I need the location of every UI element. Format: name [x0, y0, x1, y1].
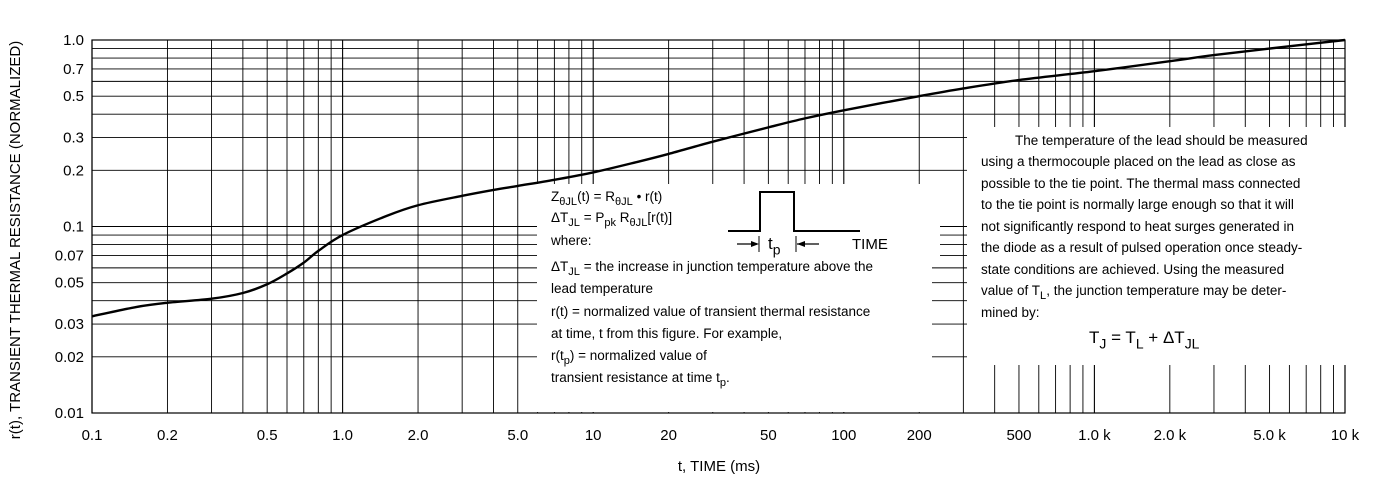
- x-tick-label: 5.0 k: [1253, 427, 1286, 444]
- y-tick-label: 0.02: [55, 349, 84, 366]
- x-tick-label: 0.5: [257, 427, 278, 444]
- formula-zthjl: ZθJL(t) = RθJL • r(t): [551, 189, 663, 209]
- y-tick-label: 0.2: [63, 162, 84, 179]
- formula-example: r(tp) = normalized value of: [551, 348, 707, 368]
- note-line-7: state conditions are achieved. Using the…: [981, 262, 1285, 277]
- x-tick-label: 10: [585, 427, 602, 444]
- y-tick-label: 0.1: [63, 219, 84, 236]
- note-line-9: mined by:: [981, 305, 1040, 320]
- x-tick-label: 0.1: [82, 427, 103, 444]
- note-line-3: possible to the tie point. The thermal m…: [981, 176, 1301, 191]
- note-line-1: The temperature of the lead should be me…: [1015, 133, 1308, 148]
- x-tick-label: 1.0 k: [1078, 427, 1111, 444]
- x-tick-label: 500: [1006, 427, 1031, 444]
- pulse-diagram: tp TIME: [720, 188, 940, 258]
- y-tick-label: 0.3: [63, 130, 84, 147]
- x-tick-label: 20: [660, 427, 677, 444]
- formula-where: where:: [551, 233, 592, 248]
- y-axis-label: r(t), TRANSIENT THERMAL RESISTANCE (NORM…: [7, 41, 24, 439]
- y-tick-labels: 0.01 0.02 0.03 0.05 0.07 0.1 0.2 0.3 0.5 0.7 1.0: [55, 32, 84, 422]
- measurement-note-box: The temperature of the lead should be me…: [967, 127, 1347, 365]
- note-line-2: using a thermocouple placed on the lead …: [981, 154, 1296, 169]
- x-tick-label: 2.0 k: [1154, 427, 1187, 444]
- y-tick-label: 1.0: [63, 32, 84, 49]
- thermal-response-curve: [91, 38, 1346, 318]
- x-axis-label: t, TIME (ms): [678, 458, 760, 475]
- x-tick-label: 2.0: [408, 427, 429, 444]
- y-tick-label: 0.5: [63, 88, 84, 105]
- x-tick-labels: 0.1 0.2 0.5 1.0 2.0 5.0 10 20 50 100 200 500 1.0 k 2.…: [82, 427, 1360, 444]
- note-line-8: value of TL, the junction temperature ma…: [981, 283, 1287, 303]
- note-line-5: not significantly respond to heat surges…: [981, 219, 1294, 234]
- formula-example-cont: transient resistance at time tp.: [551, 370, 730, 390]
- x-tick-label: 1.0: [332, 427, 353, 444]
- junction-temperature-equation: TJ = TL + ΔTJL: [1089, 328, 1200, 352]
- x-tick-label: 50: [760, 427, 777, 444]
- y-tick-label: 0.07: [55, 247, 84, 264]
- formula-definition-delta: ΔTJL = the increase in junction temperat…: [551, 259, 874, 279]
- y-tick-label: 0.03: [55, 316, 84, 333]
- y-tick-label: 0.05: [55, 275, 84, 292]
- formula-delta-tjl: ΔTJL = Ppk RθJL[r(t)]: [551, 210, 673, 230]
- x-tick-label: 10 k: [1331, 427, 1360, 444]
- formula-definition-delta-cont: lead temperature: [551, 281, 654, 296]
- x-tick-label: 200: [907, 427, 932, 444]
- note-line-6: the diode as a result of pulsed operatio…: [981, 240, 1303, 255]
- pulse-waveform: [728, 191, 860, 252]
- formula-definition-rt-cont: at time, t from this figure. For example…: [551, 326, 783, 341]
- formula-definition-rt: r(t) = normalized value of transient the…: [551, 304, 871, 319]
- x-tick-label: 100: [831, 427, 856, 444]
- y-tick-label: 0.01: [55, 405, 84, 422]
- y-tick-label: 0.7: [63, 61, 84, 78]
- tp-label: tp: [768, 234, 781, 258]
- x-tick-label: 5.0: [507, 427, 528, 444]
- x-tick-label: 0.2: [157, 427, 178, 444]
- time-label: TIME: [852, 236, 888, 253]
- note-line-4: to the tie point is normally large enoug…: [981, 197, 1294, 212]
